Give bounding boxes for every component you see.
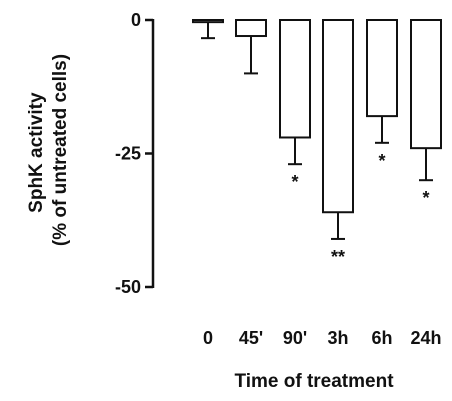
labels-group: 0 -25 -50 0 45' 90' * 3h ** 6h * 24h *	[115, 10, 442, 348]
x-axis-title: Time of treatment	[234, 371, 394, 392]
bar	[322, 19, 354, 214]
x-tick-label: 45'	[239, 328, 263, 348]
x-tick-label: 90'	[283, 328, 307, 348]
bar	[235, 19, 267, 38]
x-tick-label: 24h	[410, 328, 441, 348]
axes	[145, 18, 155, 289]
x-tick-label: 3h	[327, 328, 348, 348]
significance-label: *	[291, 172, 298, 192]
bar	[366, 19, 398, 118]
y-tick-label: 0	[131, 10, 141, 30]
y-axis-label-line2: (% of untreated cells)	[50, 54, 71, 246]
significance-label: *	[422, 188, 429, 208]
y-axis-label-line1: SphK activity	[26, 92, 47, 213]
x-tick-label: 6h	[371, 328, 392, 348]
y-tick-label: -50	[115, 277, 141, 297]
x-tick-label: 0	[203, 328, 213, 348]
significance-label: **	[331, 247, 345, 267]
bar	[410, 19, 442, 150]
y-axis-label: SphK activity (% of untreated cells)	[26, 54, 71, 246]
y-tick-label: -25	[115, 144, 141, 164]
bar	[279, 19, 311, 139]
bar	[192, 19, 224, 24]
significance-label: *	[378, 151, 385, 171]
bars-group	[192, 19, 442, 240]
